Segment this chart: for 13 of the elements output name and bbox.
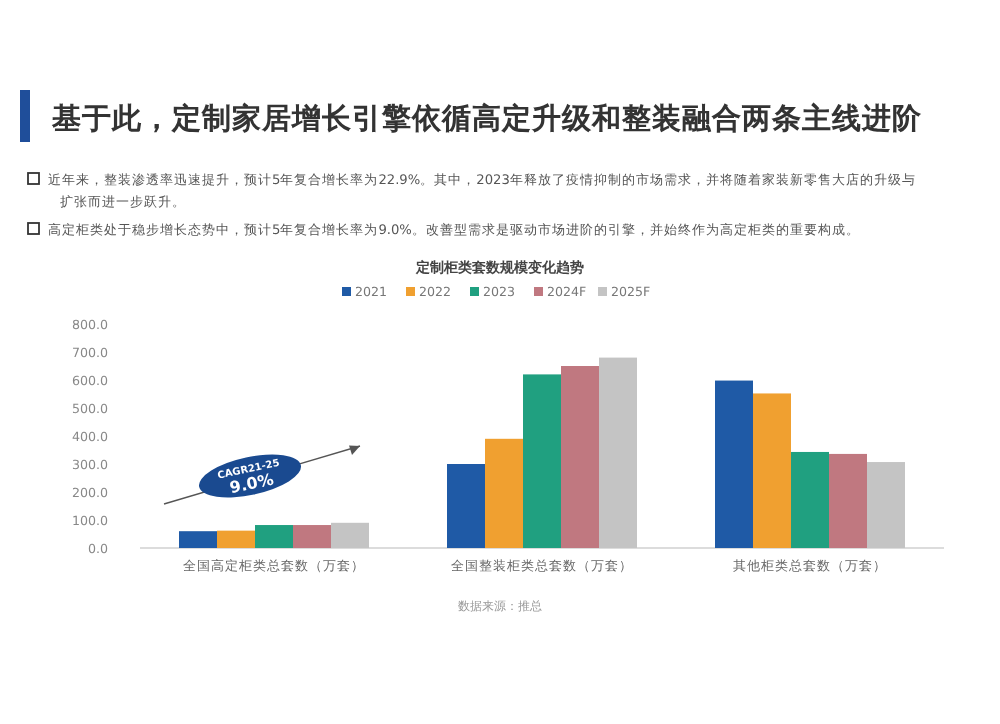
bar [561, 366, 599, 548]
bar [447, 464, 485, 548]
bar [485, 438, 523, 548]
bar [753, 393, 791, 548]
bar [255, 525, 293, 548]
bar [179, 531, 217, 548]
chart-title: 基于此，定制家居增长引擎依循高定升级和整装融合两条主线进阶 [50, 100, 924, 136]
bar [791, 451, 829, 548]
bar [217, 530, 255, 548]
bar [293, 525, 331, 548]
bar [523, 374, 561, 548]
bar [829, 453, 867, 548]
bar [715, 380, 753, 548]
